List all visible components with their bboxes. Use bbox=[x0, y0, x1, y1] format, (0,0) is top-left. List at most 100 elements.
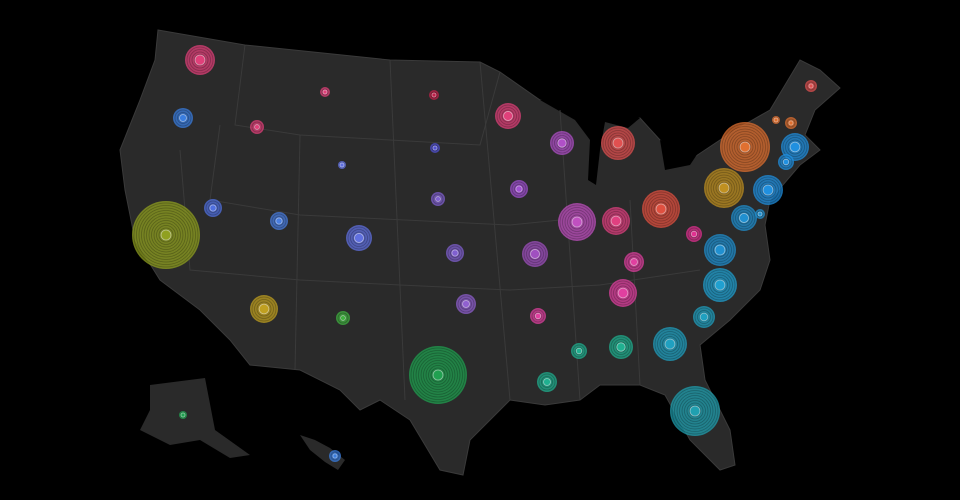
bubble-ring bbox=[528, 247, 542, 261]
bubble-ring bbox=[554, 135, 570, 151]
bubble-center bbox=[699, 312, 709, 322]
bubble-ring bbox=[415, 352, 461, 398]
bubble-ring bbox=[457, 295, 475, 313]
bubble-center bbox=[160, 229, 172, 241]
bubble-group bbox=[185, 45, 215, 75]
bubble-center bbox=[773, 117, 779, 123]
bubble-ring bbox=[559, 204, 595, 240]
bubble-group bbox=[805, 80, 817, 92]
bubble-center bbox=[209, 204, 217, 212]
bubble-center bbox=[432, 145, 438, 151]
bubble-ring bbox=[782, 158, 790, 166]
bubble-ring bbox=[756, 210, 764, 218]
bubble-group bbox=[609, 279, 637, 307]
bubble-ring bbox=[625, 253, 643, 271]
bubble-ring bbox=[556, 137, 568, 149]
bubble-center bbox=[435, 196, 441, 202]
bubble-ring bbox=[628, 256, 640, 268]
bubble-ring bbox=[514, 184, 524, 194]
bubble-ring bbox=[653, 201, 669, 217]
bubble-group bbox=[338, 161, 346, 169]
bubble-ring bbox=[431, 144, 439, 152]
bubble-ring bbox=[511, 181, 527, 197]
bubble-ring bbox=[572, 344, 586, 358]
bubble-ring bbox=[330, 451, 340, 461]
bubble-group bbox=[346, 225, 372, 251]
bubble-ring bbox=[352, 231, 366, 245]
bubble-group bbox=[693, 306, 715, 328]
bubble-group bbox=[571, 343, 587, 359]
bubble-center bbox=[664, 338, 676, 350]
bubble-group bbox=[720, 122, 770, 172]
bubble-ring bbox=[337, 312, 349, 324]
bubble-ring bbox=[726, 128, 764, 166]
bubble-center bbox=[354, 233, 364, 243]
bubble-center bbox=[575, 347, 583, 355]
bubble-ring bbox=[141, 210, 191, 260]
bubble-ring bbox=[251, 296, 277, 322]
bubble-ring bbox=[174, 109, 192, 127]
bubble-ring bbox=[496, 104, 520, 128]
bubble-group bbox=[429, 90, 439, 100]
bubble-ring bbox=[689, 405, 701, 417]
bubble-group bbox=[772, 116, 780, 124]
bubble-center bbox=[462, 300, 470, 308]
bubble-center bbox=[571, 216, 583, 228]
bubble-ring bbox=[205, 200, 221, 216]
bubble-ring bbox=[430, 367, 446, 383]
bubble-ring bbox=[567, 212, 587, 232]
bubble-center bbox=[534, 312, 542, 320]
bubble-group bbox=[755, 209, 765, 219]
bubble-center bbox=[322, 89, 328, 95]
bubble-center bbox=[739, 141, 751, 153]
bubble-group bbox=[624, 252, 644, 272]
bubble-ring bbox=[732, 206, 756, 230]
bubble-group bbox=[537, 372, 557, 392]
bubble-ring bbox=[754, 176, 782, 204]
bubble-ring bbox=[177, 112, 189, 124]
bubble-ring bbox=[684, 400, 706, 422]
bubble-ring bbox=[569, 214, 585, 230]
bubble-ring bbox=[712, 277, 728, 293]
bubble-group bbox=[785, 117, 797, 129]
bubble-ring bbox=[757, 179, 779, 201]
bubble-center bbox=[630, 258, 638, 266]
bubble-ring bbox=[686, 402, 704, 420]
bubble-ring bbox=[608, 213, 624, 229]
bubble-ring bbox=[681, 397, 709, 425]
bubble-ring bbox=[501, 109, 515, 123]
bubble-center bbox=[655, 203, 667, 215]
bubble-group bbox=[132, 201, 200, 269]
bubble-ring bbox=[143, 212, 189, 258]
bubble-ring bbox=[146, 215, 186, 255]
bubble-group bbox=[550, 131, 574, 155]
bubble-ring bbox=[613, 283, 633, 303]
bubble-ring bbox=[423, 360, 453, 390]
bubble-center bbox=[714, 244, 726, 256]
bubble-group bbox=[522, 241, 548, 267]
bubble-group bbox=[336, 311, 350, 325]
bubble-center bbox=[757, 211, 763, 217]
bubble-ring bbox=[523, 242, 547, 266]
bubble-ring bbox=[274, 216, 284, 226]
bubble-ring bbox=[731, 133, 759, 161]
bubble-group bbox=[778, 154, 794, 170]
bubble-group bbox=[173, 108, 193, 128]
bubble-ring bbox=[615, 341, 627, 353]
bubble-group bbox=[446, 244, 464, 262]
bubble-ring bbox=[721, 123, 769, 171]
bubble-ring bbox=[138, 207, 194, 263]
bubble-ring bbox=[705, 235, 735, 265]
bubble-ring bbox=[350, 229, 368, 247]
bubble-ring bbox=[762, 184, 774, 196]
bubble-center bbox=[515, 185, 523, 193]
bubble-group bbox=[781, 133, 809, 161]
bubble-ring bbox=[687, 227, 701, 241]
bubble-ring bbox=[432, 193, 444, 205]
bubble-ring bbox=[729, 131, 761, 163]
bubble-group bbox=[204, 199, 222, 217]
bubble-center bbox=[543, 378, 551, 386]
bubble-ring bbox=[602, 127, 634, 159]
bubble-center bbox=[788, 120, 794, 126]
bubble-group bbox=[495, 103, 521, 129]
